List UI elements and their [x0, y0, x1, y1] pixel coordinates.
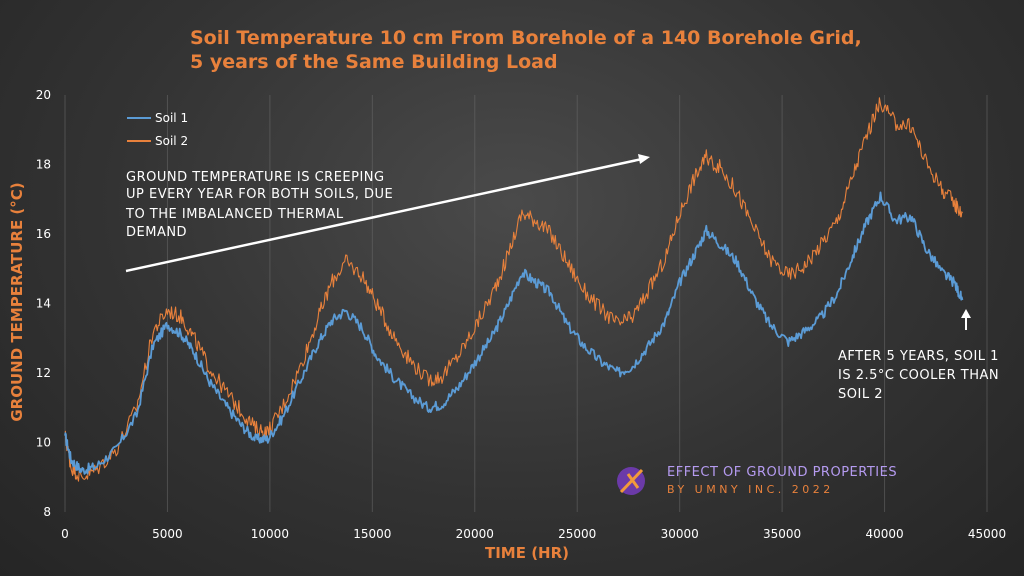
- trend-note-line-3: TO THE IMBALANCED THERMAL: [125, 207, 344, 222]
- x-tick-label: 40000: [865, 527, 903, 541]
- x-tick-label: 5000: [152, 527, 183, 541]
- x-tick-label: 20000: [456, 527, 494, 541]
- end-note-line-3: SOIL 2: [838, 387, 883, 402]
- y-tick-label: 8: [43, 505, 51, 519]
- y-tick-label: 18: [36, 158, 51, 172]
- x-tick-label: 35000: [763, 527, 801, 541]
- x-tick-label: 45000: [968, 527, 1006, 541]
- x-tick-label: 15000: [353, 527, 391, 541]
- branding: EFFECT OF GROUND PROPERTIES BY UMNY INC.…: [617, 465, 897, 496]
- x-axis-title: TIME (HR): [485, 544, 569, 562]
- legend-label-soil-2: Soil 2: [155, 134, 188, 148]
- series-line-soil-2: [64, 97, 963, 482]
- y-axis-title: GROUND TEMPERATURE (°C): [8, 182, 26, 421]
- brand-logo-mark-icon: [619, 468, 644, 494]
- end-arrow-head-icon: [961, 309, 971, 318]
- trend-note-line-1: GROUND TEMPERATURE IS CREEPING: [126, 170, 385, 185]
- end-note-line-1: AFTER 5 YEARS, SOIL 1: [838, 349, 999, 364]
- y-axis-ticks: 8 10 12 14 16 18 20: [36, 88, 51, 519]
- y-tick-label: 16: [36, 227, 51, 241]
- chart-title-line-2: 5 years of the Same Building Load: [190, 51, 558, 73]
- x-tick-label: 0: [61, 527, 69, 541]
- chart-grid: [64, 95, 988, 512]
- x-tick-label: 25000: [558, 527, 596, 541]
- y-tick-label: 14: [36, 297, 51, 311]
- trend-arrow-line: [125, 157, 643, 273]
- brand-line-1: EFFECT OF GROUND PROPERTIES: [667, 465, 897, 480]
- chart-title: Soil Temperature 10 cm From Borehole of …: [190, 27, 862, 73]
- legend-label-soil-1: Soil 1: [155, 111, 188, 125]
- chart-series: [64, 97, 964, 482]
- y-tick-label: 10: [36, 436, 51, 450]
- end-note-line-2: IS 2.5°C COOLER THAN: [838, 368, 999, 383]
- trend-arrow-head-icon: [638, 154, 650, 164]
- series-line-soil-1: [64, 191, 964, 475]
- trend-note-line-4: DEMAND: [126, 225, 187, 240]
- x-tick-label: 10000: [251, 527, 289, 541]
- chart-title-line-1: Soil Temperature 10 cm From Borehole of …: [190, 27, 862, 49]
- trend-annotation: GROUND TEMPERATURE IS CREEPING UP EVERY …: [125, 154, 650, 273]
- x-tick-label: 30000: [661, 527, 699, 541]
- x-axis-ticks: 0 5000 10000 15000 20000 25000 30000 35000 40000…: [61, 527, 1006, 541]
- chart-legend: Soil 1 Soil 2: [127, 111, 188, 148]
- brand-line-2: BY UMNY INC. 2022: [667, 483, 834, 496]
- y-tick-label: 20: [36, 88, 51, 102]
- trend-note-line-2: UP EVERY YEAR FOR BOTH SOILS, DUE: [126, 187, 393, 202]
- y-tick-label: 12: [36, 366, 51, 380]
- end-annotation: AFTER 5 YEARS, SOIL 1 IS 2.5°C COOLER TH…: [838, 309, 999, 402]
